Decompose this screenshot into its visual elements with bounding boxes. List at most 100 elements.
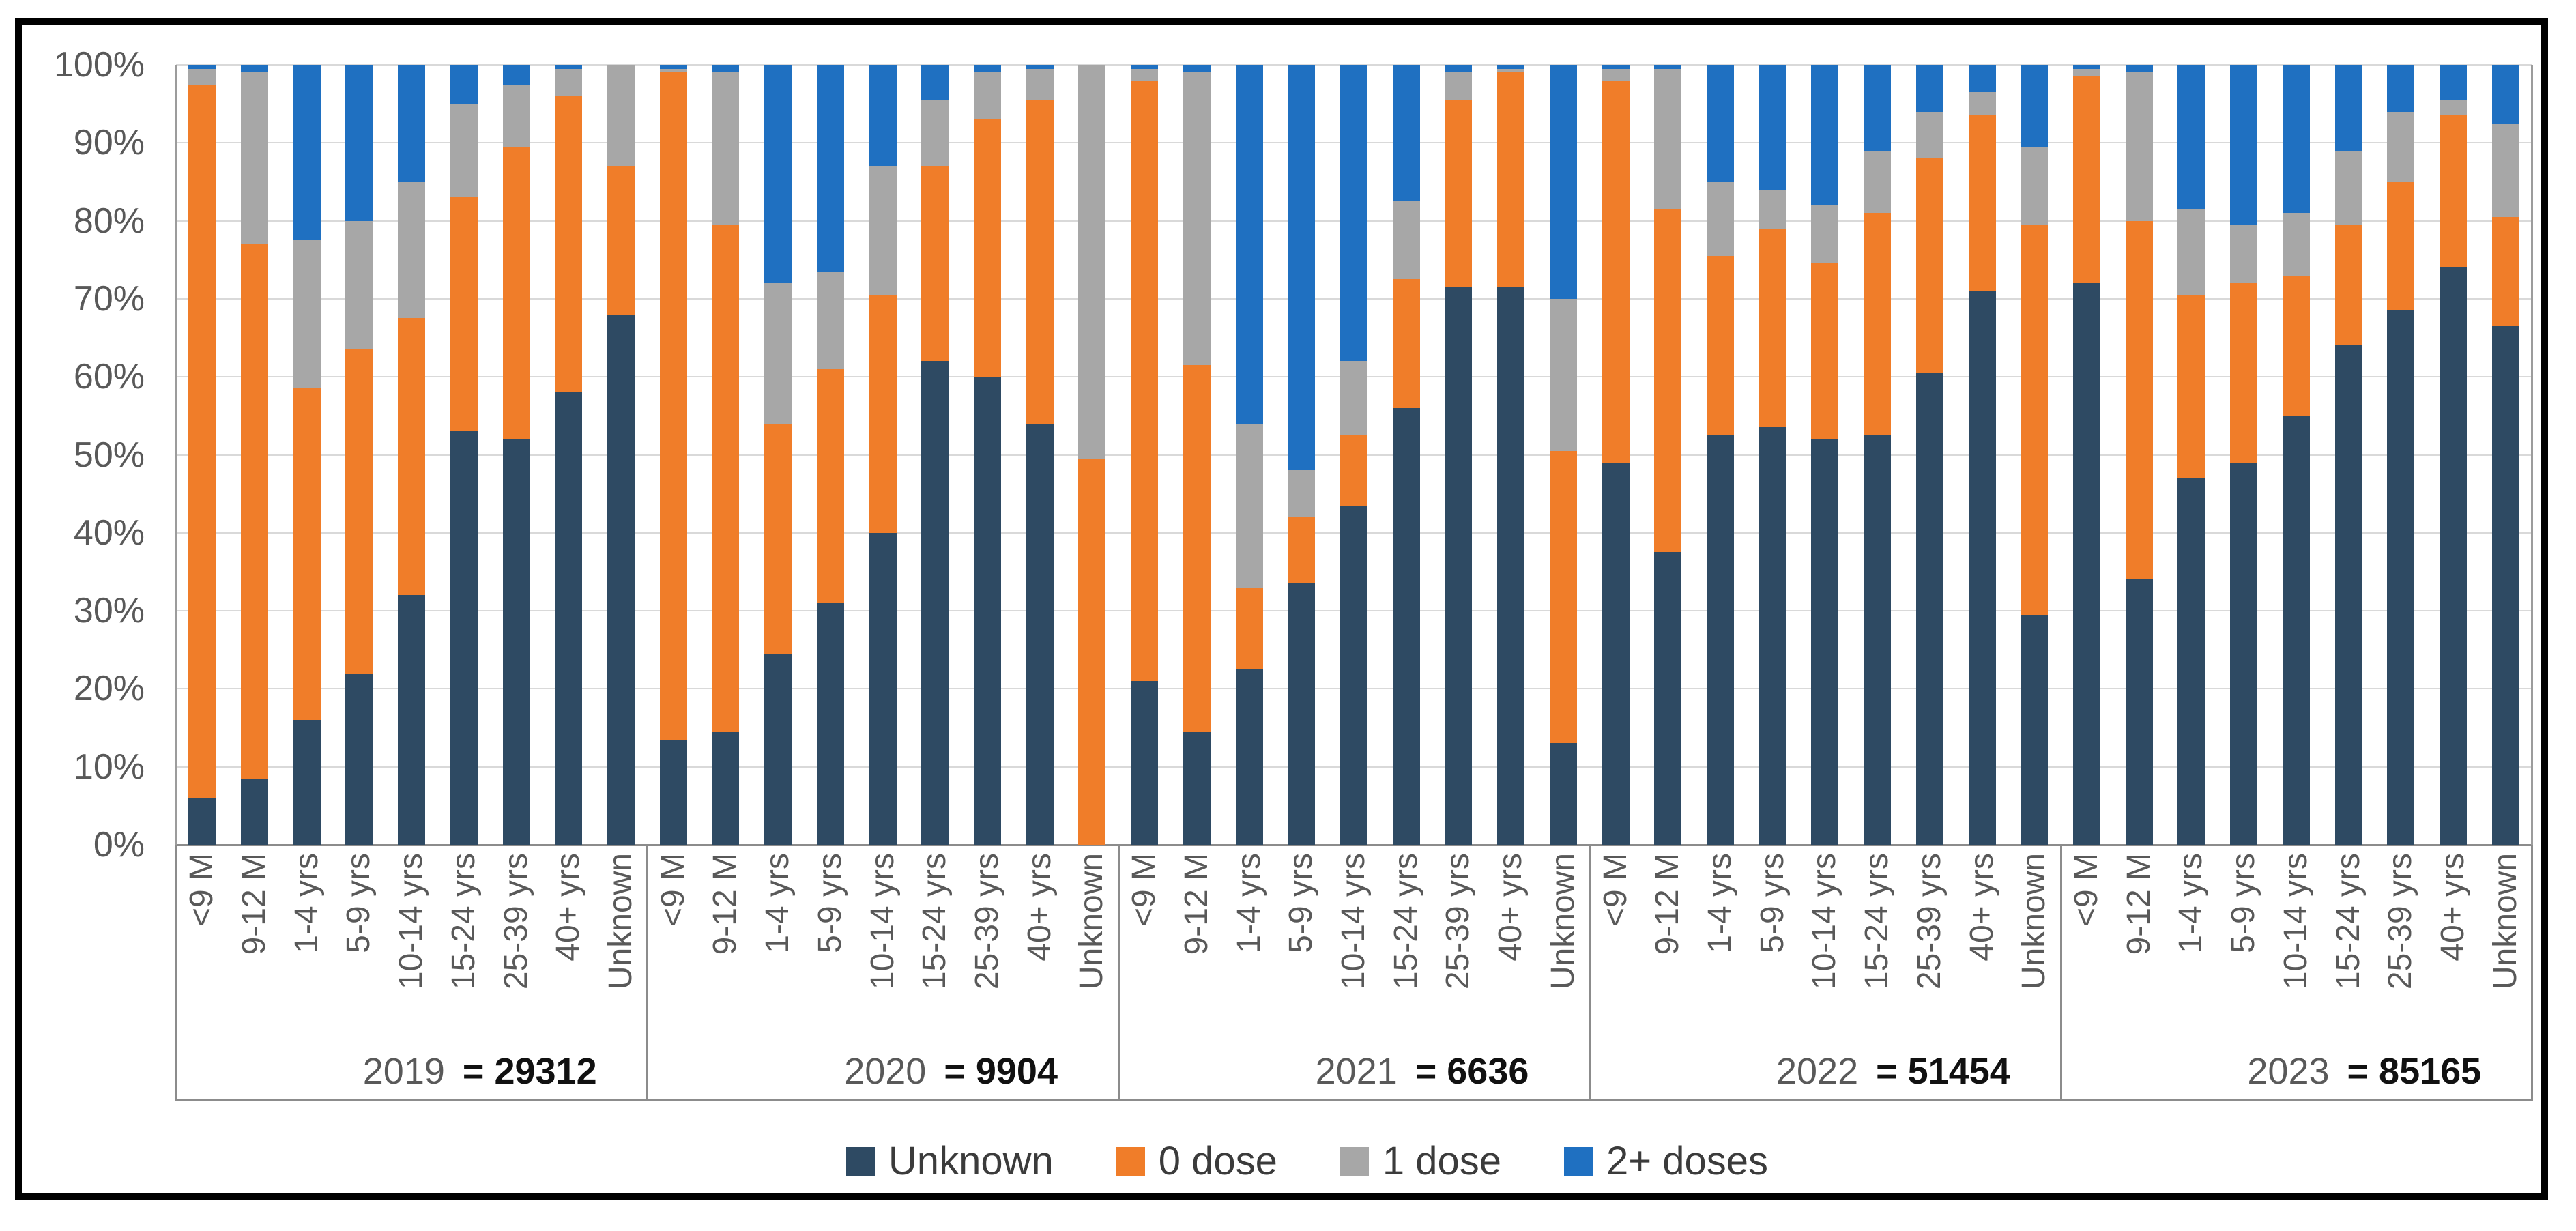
bar-segment-unknown bbox=[921, 361, 949, 845]
category-label: 5-9 yrs bbox=[1283, 853, 1320, 953]
category-label: 40+ yrs bbox=[1963, 853, 2000, 961]
category-label: 9-12 M bbox=[2120, 853, 2157, 955]
bar-segment-2-plus-doses bbox=[1026, 65, 1054, 69]
bar-segment-1-dose bbox=[450, 104, 478, 198]
plot-left-edge bbox=[175, 65, 177, 847]
bar-segment-1-dose bbox=[712, 72, 740, 225]
category-label: 25-39 yrs bbox=[2382, 853, 2419, 990]
bar-segment-unknown bbox=[555, 392, 583, 845]
bar-segment-unknown bbox=[1392, 407, 1420, 845]
bar-segment-0-dose bbox=[1915, 158, 1943, 373]
year-label: 2021 bbox=[1315, 1051, 1398, 1092]
bar-segment-0-dose bbox=[1968, 115, 1996, 291]
group-separator bbox=[1589, 845, 1591, 1100]
bar-segment-0-dose bbox=[1864, 213, 1892, 435]
year-label: 2023 bbox=[2247, 1051, 2330, 1092]
bar-segment-0-dose bbox=[1549, 450, 1577, 744]
bar-segment-2-plus-doses bbox=[2072, 65, 2100, 69]
category-label: 40+ yrs bbox=[550, 853, 587, 961]
bar-segment-2-plus-doses bbox=[2387, 65, 2415, 112]
category-label: 40+ yrs bbox=[2434, 853, 2471, 961]
bar-segment-unknown bbox=[502, 439, 530, 845]
bar-segment-1-dose bbox=[2230, 225, 2258, 284]
bar-segment-1-dose bbox=[188, 68, 216, 85]
category-label: 15-24 yrs bbox=[1859, 853, 1896, 990]
bar-segment-2-plus-doses bbox=[2491, 65, 2519, 124]
bar-segment-unknown bbox=[1288, 583, 1316, 845]
bar-segment-unknown bbox=[869, 532, 897, 845]
bar-segment-1-dose bbox=[2125, 72, 2153, 221]
bar-segment-unknown bbox=[1864, 435, 1892, 845]
category-label: 15-24 yrs bbox=[1387, 853, 1424, 990]
bar-segment-1-dose bbox=[502, 84, 530, 147]
bar-segment-0-dose bbox=[1288, 517, 1316, 584]
bar-segment-2-plus-doses bbox=[2021, 65, 2049, 147]
bar-segment-0-dose bbox=[2072, 76, 2100, 284]
category-label: 10-14 yrs bbox=[1806, 853, 1843, 990]
y-axis-tick-label: 20% bbox=[73, 669, 145, 709]
bar-segment-2-plus-doses bbox=[712, 65, 740, 73]
bar-segment-1-dose bbox=[2177, 209, 2205, 295]
bar-segment-2-plus-doses bbox=[345, 65, 373, 221]
chart-frame bbox=[15, 18, 2548, 1200]
year-total-value: = 9904 bbox=[944, 1051, 1058, 1092]
bar-segment-0-dose bbox=[1131, 80, 1159, 681]
bar-segment-2-plus-doses bbox=[1497, 65, 1525, 69]
bar-segment-unknown bbox=[1811, 439, 1839, 845]
category-label: 15-24 yrs bbox=[2330, 853, 2367, 990]
category-label: <9 M bbox=[1126, 853, 1163, 927]
year-label: 2020 bbox=[844, 1051, 927, 1092]
bar-segment-2-plus-doses bbox=[1602, 65, 1630, 69]
bar-segment-unknown bbox=[2072, 283, 2100, 845]
legend-swatch-2-plus-doses-icon bbox=[1564, 1146, 1593, 1176]
legend-item-2-plus-doses: 2+ doses bbox=[1564, 1138, 1768, 1184]
bar-segment-unknown bbox=[398, 595, 426, 845]
category-label: 9-12 M bbox=[236, 853, 273, 955]
bar-segment-0-dose bbox=[2282, 275, 2310, 416]
bar-segment-1-dose bbox=[398, 182, 426, 319]
year-total: 2023 = 85165 bbox=[2126, 1051, 2576, 1092]
bar-segment-1-dose bbox=[1235, 423, 1263, 588]
bar-segment-unknown bbox=[188, 798, 216, 845]
year-total-value: = 6636 bbox=[1415, 1051, 1529, 1092]
bar-segment-unknown bbox=[2177, 478, 2205, 845]
bar-segment-2-plus-doses bbox=[974, 65, 1002, 73]
bar-segment-2-plus-doses bbox=[2439, 65, 2467, 100]
bar-segment-unknown bbox=[1706, 435, 1734, 845]
bar-segment-2-plus-doses bbox=[555, 65, 583, 69]
bar-segment-2-plus-doses bbox=[2230, 65, 2258, 225]
bar-segment-2-plus-doses bbox=[659, 65, 687, 69]
bar-segment-2-plus-doses bbox=[1549, 65, 1577, 299]
bar-segment-0-dose bbox=[2021, 225, 2049, 615]
bar-segment-1-dose bbox=[607, 65, 635, 166]
y-axis-tick-label: 60% bbox=[73, 357, 145, 397]
year-label: 2019 bbox=[362, 1051, 445, 1092]
bar-segment-2-plus-doses bbox=[816, 65, 844, 272]
category-label: 10-14 yrs bbox=[1335, 853, 1372, 990]
bar-segment-1-dose bbox=[1706, 182, 1734, 257]
bar-segment-unknown bbox=[1183, 732, 1211, 845]
bar-segment-0-dose bbox=[2491, 216, 2519, 326]
bar-segment-0-dose bbox=[869, 295, 897, 533]
bar-segment-1-dose bbox=[921, 100, 949, 166]
bar-segment-1-dose bbox=[1288, 470, 1316, 517]
bar-segment-unknown bbox=[1026, 423, 1054, 845]
bar-segment-0-dose bbox=[1392, 279, 1420, 408]
bar-segment-2-plus-doses bbox=[293, 65, 321, 241]
bar-segment-1-dose bbox=[1445, 72, 1473, 100]
bar-segment-0-dose bbox=[1235, 587, 1263, 669]
bar-segment-1-dose bbox=[1183, 72, 1211, 366]
bar-segment-0-dose bbox=[293, 388, 321, 721]
bar-segment-1-dose bbox=[2387, 111, 2415, 182]
bar-segment-0-dose bbox=[2125, 220, 2153, 580]
bar-segment-0-dose bbox=[345, 349, 373, 674]
bar-segment-1-dose bbox=[555, 68, 583, 96]
year-total: 2021 = 6636 bbox=[1183, 1051, 1661, 1092]
bar-segment-0-dose bbox=[1078, 459, 1106, 845]
category-label: Unknown bbox=[1073, 853, 1110, 990]
category-label: 9-12 M bbox=[707, 853, 744, 955]
legend-swatch-1-dose-icon bbox=[1340, 1146, 1369, 1176]
legend-swatch-0-dose-icon bbox=[1116, 1146, 1145, 1176]
bar-segment-1-dose bbox=[869, 166, 897, 295]
bar-segment-2-plus-doses bbox=[1706, 65, 1734, 182]
